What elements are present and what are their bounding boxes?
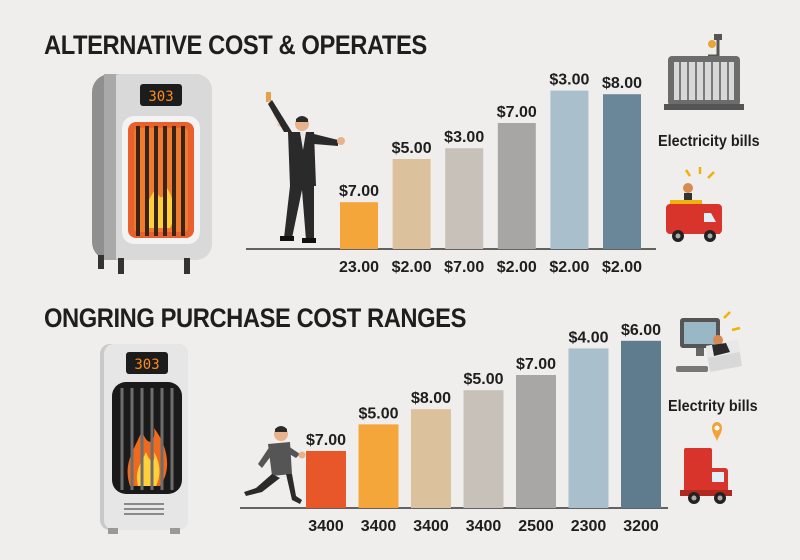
top-bar [603,94,641,249]
man-running-icon [244,426,306,504]
bottom-value-label: $8.00 [411,390,451,407]
computer-monitor-icon [676,311,742,372]
chart-title-bottom: ONGRING PURCHASE COST RANGES [44,303,467,333]
top-bar [445,148,484,249]
top-category-label: $7.00 [444,259,484,276]
bottom-bar [621,340,661,508]
bottom-value-label: $4.00 [568,329,608,346]
top-value-label: $3.00 [549,72,589,89]
bottom-bar [358,424,399,508]
bottom-category-label: 3400 [361,518,397,535]
side-label-top: Electricity bills [658,133,760,150]
bar-chart-bottom: $7.00 3400 $5.00 3400 $8.00 3400 $5.00 3400 $7.0… [240,322,668,535]
top-value-label: $7.00 [497,104,537,121]
bottom-value-label: $5.00 [358,405,398,422]
side-label-bottom: Electrity bills [668,398,758,415]
bottom-bar [463,390,504,508]
top-bar [392,159,431,249]
top-category-label: $2.00 [549,259,589,276]
bottom-bar [306,451,346,508]
bottom-category-label: 2500 [518,518,554,535]
bottom-category-label: 3400 [466,518,502,535]
space-heater-icon: 303 [92,74,212,274]
bottom-category-label: 2300 [571,518,607,535]
bar-chart-top: $7.00 23.00 $5.00 $2.00 $3.00 $7.00 $7.00 $2.00… [246,72,656,276]
top-category-label: $2.00 [392,259,432,276]
top-value-label: $5.00 [392,140,432,157]
man-cheering-icon [266,92,345,243]
bottom-bar [568,348,609,508]
top-value-label: $3.00 [444,129,484,146]
bottom-category-label: 3200 [623,518,659,535]
svg-text:303: 303 [148,89,173,105]
space-heater-icon-bottom: 303 [100,344,188,534]
bottom-category-label: 3400 [413,518,449,535]
top-category-label: $2.00 [497,259,537,276]
bottom-bar [411,409,451,508]
delivery-truck-icon [666,167,722,242]
bottom-bar [516,375,556,508]
top-category-label: 23.00 [339,259,379,276]
bottom-value-label: $7.00 [516,356,556,373]
top-bar [497,123,536,249]
bottom-category-label: 3400 [308,518,344,535]
bottom-value-label: $7.00 [306,432,346,449]
bottom-value-label: $5.00 [463,371,503,388]
air-conditioner-icon [664,34,744,110]
chart-title-top: ALTERNATIVE COST & OPERATES [44,30,427,60]
svg-text:303: 303 [134,357,159,373]
top-category-label: $2.00 [602,259,642,276]
delivery-truck-icon-bottom [680,422,732,504]
bottom-value-label: $6.00 [621,322,661,339]
top-bar [340,202,378,249]
top-value-label: $7.00 [339,183,379,200]
top-bar [550,90,589,249]
top-value-label: $8.00 [602,75,642,92]
